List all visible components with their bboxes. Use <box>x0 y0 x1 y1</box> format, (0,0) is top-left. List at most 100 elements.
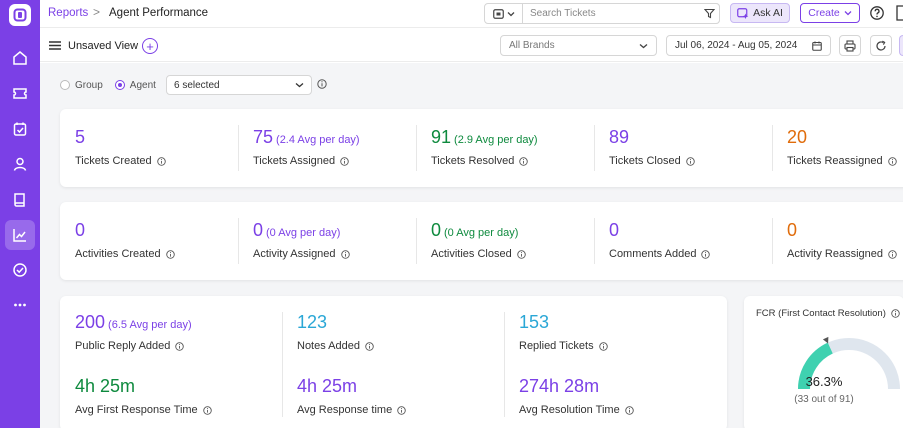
metric-activity-reassigned: 0 Activity Reassigned <box>772 202 903 280</box>
refresh-icon <box>876 40 886 51</box>
metric-label-text: Avg Response time <box>297 404 393 416</box>
info-icon[interactable] <box>202 405 212 415</box>
check-circle-icon <box>13 263 27 277</box>
metric-label-text: Tickets Created <box>75 155 152 167</box>
divider <box>594 218 595 264</box>
date-range-picker[interactable]: Jul 06, 2024 - Aug 05, 2024 <box>666 35 831 56</box>
metric-number: 0 <box>609 220 620 240</box>
info-icon[interactable] <box>888 249 897 259</box>
metric-value: 5 <box>75 127 88 148</box>
agent-select[interactable]: 6 selected <box>166 75 312 95</box>
info-icon[interactable] <box>519 156 529 166</box>
sidebar-item-home[interactable] <box>5 43 35 73</box>
metric-label-text: Tickets Reassigned <box>787 155 883 167</box>
metric-label: Avg Resolution Time <box>519 404 634 416</box>
metric-label-text: Replied Tickets <box>519 340 594 352</box>
menu-icon[interactable] <box>49 41 61 50</box>
metric-avg: (2.4 Avg per day) <box>276 134 360 146</box>
metric-label-text: Public Reply Added <box>75 340 171 352</box>
brands-select[interactable]: All Brands <box>500 35 657 56</box>
metric-value: 20 <box>787 127 810 148</box>
metric-number: 4h 25m <box>297 376 358 396</box>
metric-label: Notes Added <box>297 340 374 352</box>
metric-value: 0 <box>75 220 88 241</box>
metric-value: 4h 25m <box>75 376 135 397</box>
breadcrumb-reports-link[interactable]: Reports <box>48 7 89 19</box>
info-icon[interactable] <box>165 249 175 259</box>
radio-group-dot[interactable] <box>60 80 70 90</box>
sidebar-item-approvals[interactable] <box>5 255 35 285</box>
brands-select-value: All Brands <box>509 40 555 51</box>
sidebar-item-tickets[interactable] <box>5 78 35 108</box>
metric-number: 153 <box>519 312 550 332</box>
ticket-metrics-card: 5 Tickets Created 75 (2.4 Avg per day) Ti… <box>60 109 903 187</box>
view-toolbar: Unsaved View + All Brands Jul 06, 2024 -… <box>40 29 903 62</box>
radio-group[interactable]: Group <box>60 80 103 91</box>
app-logo[interactable] <box>9 4 31 26</box>
metric-value: 123 <box>297 312 330 333</box>
metric-number: 0 <box>253 220 264 240</box>
metric-value: 153 <box>519 312 552 333</box>
info-icon[interactable] <box>686 156 695 166</box>
book-icon <box>14 193 25 207</box>
search-filter-button[interactable] <box>699 3 720 24</box>
metric-label: Avg Response time <box>297 404 406 416</box>
create-button[interactable]: Create <box>800 3 860 23</box>
help-icon[interactable] <box>869 5 885 21</box>
date-range-value: Jul 06, 2024 - Aug 05, 2024 <box>675 40 798 51</box>
radio-group-label: Group <box>75 79 103 91</box>
sidebar-item-knowledge-base[interactable] <box>5 185 35 215</box>
info-icon[interactable] <box>365 341 374 351</box>
info-icon[interactable] <box>516 249 526 259</box>
add-view-button[interactable]: + <box>142 38 158 54</box>
info-icon[interactable] <box>175 341 185 351</box>
user-icon <box>13 157 27 171</box>
info-icon[interactable] <box>701 249 711 259</box>
metric-avg: (0 Avg per day) <box>444 227 519 239</box>
plus-icon: + <box>146 38 154 54</box>
metric-label: Avg First Response Time <box>75 404 212 416</box>
metric-label: Replied Tickets <box>519 340 608 352</box>
metric-tickets-assigned: 75 (2.4 Avg per day) Tickets Assigned <box>238 109 416 187</box>
radio-agent-label: Agent <box>129 79 156 91</box>
info-icon[interactable] <box>340 249 350 259</box>
info-icon[interactable] <box>340 156 349 166</box>
sidebar-item-more[interactable] <box>5 290 35 320</box>
divider <box>772 218 773 264</box>
metric-avg: (6.5 Avg per day) <box>108 319 192 331</box>
more-options-button[interactable] <box>899 35 903 56</box>
metric-tickets-resolved: 91 (2.9 Avg per day) Tickets Resolved <box>416 109 594 187</box>
ask-ai-button[interactable]: Ask AI <box>730 3 790 23</box>
divider <box>504 312 505 417</box>
top-bar: Reports > Agent Performance Ask AI Creat… <box>40 0 903 28</box>
metric-value: 4h 25m <box>297 376 357 397</box>
info-icon[interactable] <box>887 156 897 166</box>
sidebar-item-contacts[interactable] <box>5 149 35 179</box>
fcr-gauge <box>798 336 900 390</box>
metric-label: Activities Closed <box>431 248 526 260</box>
gauge-fill <box>798 342 833 390</box>
metric-value: 91 (2.9 Avg per day) <box>431 127 538 148</box>
fcr-subtitle: (33 out of 91) <box>794 394 854 405</box>
refresh-button[interactable] <box>870 35 892 56</box>
info-icon[interactable] <box>397 405 406 415</box>
search-input[interactable] <box>523 4 719 23</box>
document-icon[interactable] <box>896 5 903 21</box>
info-icon[interactable] <box>156 156 166 166</box>
metric-activities-created: 0 Activities Created <box>60 202 238 280</box>
radio-agent[interactable]: Agent <box>114 79 156 91</box>
create-label: Create <box>808 7 840 19</box>
metric-label: Tickets Reassigned <box>787 155 897 167</box>
radio-agent-dot[interactable] <box>114 80 125 90</box>
metric-public-reply-added: 200 (6.5 Avg per day) Public Reply Added … <box>60 296 282 428</box>
info-icon[interactable] <box>891 309 900 318</box>
info-icon[interactable] <box>598 341 608 351</box>
info-icon[interactable] <box>624 405 634 415</box>
info-icon[interactable] <box>317 79 327 89</box>
sidebar-item-reports[interactable] <box>5 220 35 250</box>
search-type-dropdown[interactable] <box>485 4 523 23</box>
print-button[interactable] <box>839 35 861 56</box>
sidebar-item-tasks[interactable] <box>5 114 35 144</box>
ticket-icon <box>13 88 27 99</box>
metric-value: 89 <box>609 127 632 148</box>
